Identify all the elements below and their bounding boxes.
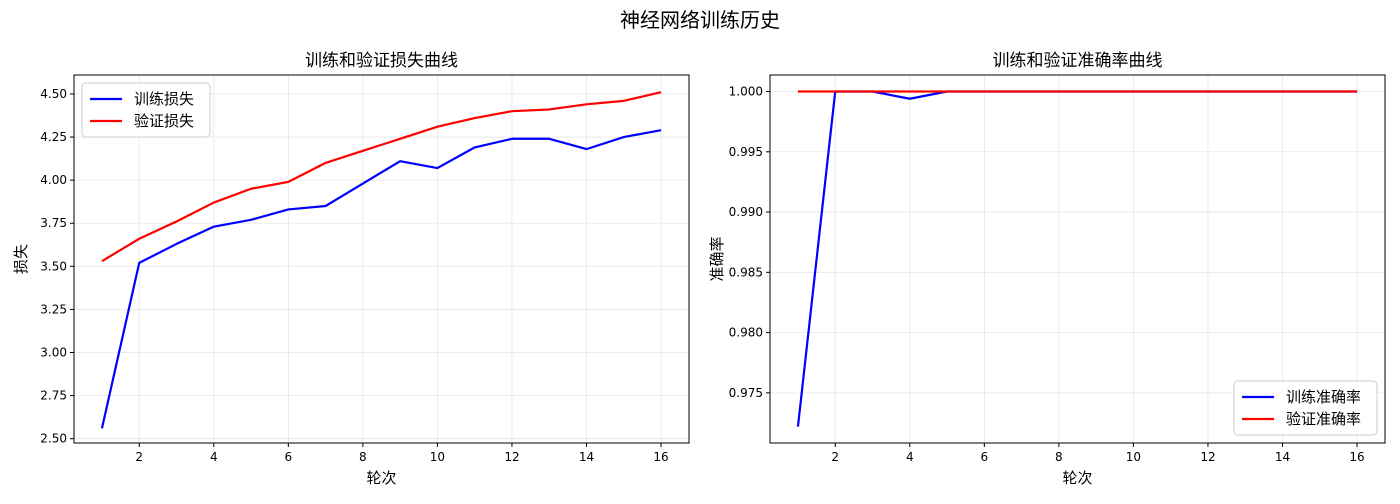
series-line-validation (101, 91, 662, 263)
y-tick-label: 3.75 (40, 216, 67, 230)
x-tick-label: 8 (1055, 450, 1063, 464)
figure-suptitle: 神经网络训练历史 (620, 8, 780, 32)
chart-title: 训练和验证准确率曲线 (993, 51, 1163, 71)
legend-label: 验证准确率 (1286, 410, 1361, 428)
x-axis-label: 轮次 (366, 469, 396, 487)
x-tick-label: 6 (980, 450, 988, 464)
plot-frame (73, 74, 690, 444)
x-axis-label: 轮次 (1062, 469, 1092, 487)
y-tick-label: 4.00 (40, 173, 67, 187)
x-tick-label: 14 (1275, 450, 1290, 464)
x-tick-label: 16 (1349, 450, 1364, 464)
y-tick-label: 4.50 (40, 87, 67, 101)
loss-chart: 2 4 6 8 10 12 14 16 2.50 2.75 3.00 3.25 3.50 3.75 4.00… (12, 51, 690, 487)
y-tick-label: 4.25 (40, 130, 67, 144)
y-axis-label: 准确率 (708, 236, 726, 281)
x-tick-label: 16 (653, 450, 668, 464)
x-tick-label: 10 (430, 450, 445, 464)
legend-label: 训练准确率 (1286, 388, 1361, 406)
y-tick-label: 1.000 (729, 85, 763, 99)
accuracy-chart: 2 4 6 8 10 12 14 16 0.975 0.980 0.985 0.990 0.995 1.0… (708, 51, 1386, 487)
x-tick-label: 2 (831, 450, 839, 464)
x-tick-label: 12 (1200, 450, 1215, 464)
x-tick-label: 6 (284, 450, 292, 464)
y-tick-label: 2.75 (40, 389, 67, 403)
y-axis-label: 损失 (12, 244, 30, 274)
y-tick-label: 0.980 (729, 326, 763, 340)
y-tick-label: 3.50 (40, 259, 67, 273)
x-tick-label: 8 (359, 450, 367, 464)
series-line-train (796, 90, 1358, 427)
legend-box (81, 82, 211, 138)
series-line-train (100, 129, 662, 429)
legend-box (1233, 380, 1378, 436)
x-tick-label: 12 (504, 450, 519, 464)
y-tick-label: 2.50 (40, 432, 67, 446)
y-tick-label: 0.995 (729, 145, 763, 159)
y-tick-label: 0.975 (729, 386, 763, 400)
plot-frame (769, 74, 1386, 444)
y-tick-label: 3.25 (40, 302, 67, 316)
legend-label: 训练损失 (134, 90, 194, 108)
x-tick-label: 2 (135, 450, 143, 464)
x-tick-label: 4 (210, 450, 218, 464)
x-tick-label: 4 (906, 450, 914, 464)
legend-label: 验证损失 (134, 112, 194, 130)
y-tick-label: 3.00 (40, 346, 67, 360)
y-tick-label: 0.990 (729, 205, 763, 219)
y-tick-label: 0.985 (729, 265, 763, 279)
x-tick-label: 14 (579, 450, 594, 464)
chart-title: 训练和验证损失曲线 (305, 51, 458, 71)
x-tick-label: 10 (1126, 450, 1141, 464)
